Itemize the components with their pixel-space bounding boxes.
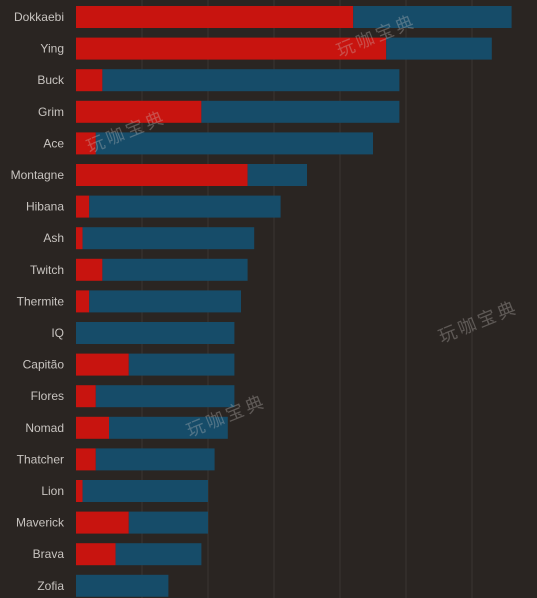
bar-segment-red bbox=[76, 480, 83, 502]
bar-segment-red bbox=[76, 290, 90, 313]
bar-segment-blue bbox=[102, 258, 248, 281]
bar-segment-red bbox=[76, 164, 248, 186]
bar-segment-blue bbox=[102, 69, 400, 92]
bar-segment-red bbox=[76, 132, 96, 155]
category-label: Flores bbox=[31, 389, 64, 403]
bar-segment-red bbox=[76, 543, 116, 566]
bar-segment-blue bbox=[115, 543, 202, 566]
category-label: Ying bbox=[40, 42, 64, 56]
bar-segment-red bbox=[76, 353, 129, 376]
bar-segment-red bbox=[76, 100, 202, 123]
bar-segment-blue bbox=[201, 100, 400, 123]
category-label: Maverick bbox=[16, 516, 65, 530]
bar-segment-blue bbox=[128, 511, 208, 534]
bar-segment-red bbox=[76, 6, 354, 28]
category-label: Lion bbox=[41, 484, 64, 498]
bar-segment-blue bbox=[76, 322, 235, 344]
bar-segment-blue bbox=[109, 416, 228, 439]
bar-segment-blue bbox=[95, 385, 235, 408]
category-label: Zofia bbox=[37, 579, 64, 593]
category-label: Thatcher bbox=[17, 452, 64, 466]
bar-segment-blue bbox=[95, 448, 215, 471]
category-label: Ash bbox=[43, 231, 64, 245]
category-label: Capitão bbox=[23, 358, 65, 372]
category-label: Twitch bbox=[30, 263, 64, 277]
category-label: Brava bbox=[33, 547, 65, 561]
bar-segment-blue bbox=[82, 227, 255, 250]
category-label: Buck bbox=[37, 73, 65, 87]
bar-segment-blue bbox=[247, 164, 307, 186]
bar-segment-red bbox=[76, 195, 90, 218]
bar-segment-red bbox=[76, 258, 103, 281]
bar-segment-blue bbox=[128, 353, 235, 376]
bar-segment-red bbox=[76, 37, 387, 60]
bar-segment-blue bbox=[386, 37, 492, 60]
bar-segment-red bbox=[76, 416, 109, 439]
bar-segment-blue bbox=[76, 574, 169, 597]
category-label: Ace bbox=[43, 136, 64, 150]
bar-segment-red bbox=[76, 69, 103, 92]
category-label: IQ bbox=[51, 326, 64, 340]
category-label: Hibana bbox=[26, 200, 64, 214]
bar-segment-blue bbox=[82, 480, 208, 502]
category-label: Grim bbox=[38, 105, 64, 119]
bar-segment-blue bbox=[95, 132, 374, 155]
bar-segment-blue bbox=[89, 195, 281, 218]
bar-segment-blue bbox=[89, 290, 241, 313]
category-label: Montagne bbox=[11, 168, 65, 182]
category-label: Dokkaebi bbox=[14, 10, 64, 24]
category-label: Thermite bbox=[17, 294, 65, 308]
bar-segment-red bbox=[76, 448, 96, 471]
bar-segment-red bbox=[76, 511, 129, 534]
category-label: Nomad bbox=[25, 421, 64, 435]
bar-segment-blue bbox=[353, 6, 512, 28]
bar-segment-red bbox=[76, 227, 83, 250]
bar-segment-red bbox=[76, 385, 96, 408]
